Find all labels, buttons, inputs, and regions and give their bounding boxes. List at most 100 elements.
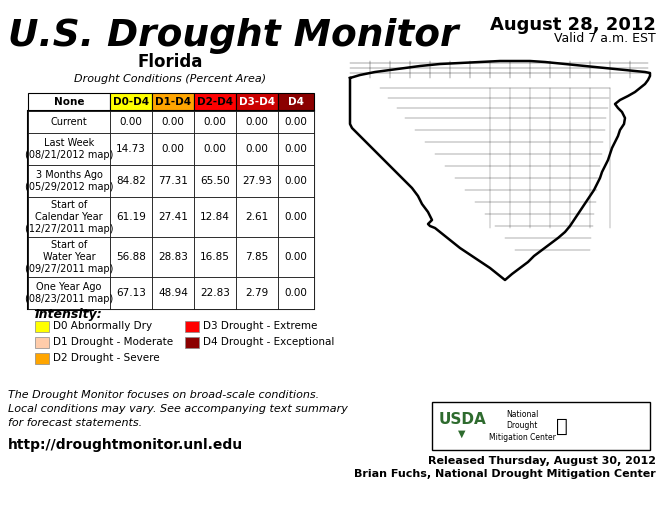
Text: Released Thursday, August 30, 2012: Released Thursday, August 30, 2012 bbox=[428, 456, 656, 466]
FancyBboxPatch shape bbox=[236, 111, 278, 133]
FancyBboxPatch shape bbox=[194, 277, 236, 309]
Text: One Year Ago
(08/23/2011 map): One Year Ago (08/23/2011 map) bbox=[25, 282, 113, 304]
FancyBboxPatch shape bbox=[35, 321, 49, 332]
Text: D2-D4: D2-D4 bbox=[197, 97, 233, 107]
Text: 2.61: 2.61 bbox=[246, 212, 269, 222]
Text: 0.00: 0.00 bbox=[204, 144, 226, 154]
FancyBboxPatch shape bbox=[194, 111, 236, 133]
FancyBboxPatch shape bbox=[278, 237, 314, 277]
Text: Drought Conditions (Percent Area): Drought Conditions (Percent Area) bbox=[74, 74, 266, 84]
FancyBboxPatch shape bbox=[152, 277, 194, 309]
FancyBboxPatch shape bbox=[194, 93, 236, 111]
Text: Start of
Water Year
(09/27/2011 map): Start of Water Year (09/27/2011 map) bbox=[25, 240, 113, 274]
FancyBboxPatch shape bbox=[28, 93, 110, 111]
FancyBboxPatch shape bbox=[194, 197, 236, 237]
Text: 77.31: 77.31 bbox=[158, 176, 188, 186]
Text: 48.94: 48.94 bbox=[158, 288, 188, 298]
Text: D4 Drought - Exceptional: D4 Drought - Exceptional bbox=[203, 337, 335, 347]
Text: ▼: ▼ bbox=[458, 429, 465, 439]
Text: 16.85: 16.85 bbox=[200, 252, 230, 262]
Text: 0.00: 0.00 bbox=[161, 117, 185, 127]
FancyBboxPatch shape bbox=[110, 165, 152, 197]
Text: D0-D4: D0-D4 bbox=[113, 97, 149, 107]
Text: 2.79: 2.79 bbox=[246, 288, 269, 298]
FancyBboxPatch shape bbox=[236, 165, 278, 197]
Text: http://droughtmonitor.unl.edu: http://droughtmonitor.unl.edu bbox=[8, 438, 243, 452]
FancyBboxPatch shape bbox=[28, 237, 110, 277]
FancyBboxPatch shape bbox=[278, 133, 314, 165]
Text: Intensity:: Intensity: bbox=[35, 308, 103, 321]
Text: D3-D4: D3-D4 bbox=[239, 97, 275, 107]
FancyBboxPatch shape bbox=[236, 277, 278, 309]
FancyBboxPatch shape bbox=[152, 165, 194, 197]
Text: 27.41: 27.41 bbox=[158, 212, 188, 222]
Text: D0 Abnormally Dry: D0 Abnormally Dry bbox=[53, 321, 152, 331]
FancyBboxPatch shape bbox=[194, 165, 236, 197]
FancyBboxPatch shape bbox=[236, 237, 278, 277]
FancyBboxPatch shape bbox=[278, 197, 314, 237]
FancyBboxPatch shape bbox=[432, 402, 650, 450]
FancyBboxPatch shape bbox=[278, 277, 314, 309]
Text: 0.00: 0.00 bbox=[246, 144, 268, 154]
FancyBboxPatch shape bbox=[278, 111, 314, 133]
Text: The Drought Monitor focuses on broad-scale conditions.
Local conditions may vary: The Drought Monitor focuses on broad-sca… bbox=[8, 390, 348, 428]
FancyBboxPatch shape bbox=[152, 133, 194, 165]
FancyBboxPatch shape bbox=[110, 277, 152, 309]
FancyBboxPatch shape bbox=[35, 353, 49, 364]
Text: 0.00: 0.00 bbox=[285, 288, 307, 298]
FancyBboxPatch shape bbox=[28, 165, 110, 197]
Text: D2 Drought - Severe: D2 Drought - Severe bbox=[53, 353, 159, 363]
Text: D1 Drought - Moderate: D1 Drought - Moderate bbox=[53, 337, 173, 347]
Text: Last Week
(08/21/2012 map): Last Week (08/21/2012 map) bbox=[25, 138, 113, 160]
Text: 0.00: 0.00 bbox=[285, 144, 307, 154]
Text: D3 Drought - Extreme: D3 Drought - Extreme bbox=[203, 321, 317, 331]
Text: 0.00: 0.00 bbox=[285, 117, 307, 127]
Text: 3 Months Ago
(05/29/2012 map): 3 Months Ago (05/29/2012 map) bbox=[25, 170, 114, 192]
FancyBboxPatch shape bbox=[28, 133, 110, 165]
Text: 0.00: 0.00 bbox=[246, 117, 268, 127]
FancyBboxPatch shape bbox=[28, 111, 110, 133]
Text: 0.00: 0.00 bbox=[161, 144, 185, 154]
Text: August 28, 2012: August 28, 2012 bbox=[490, 16, 656, 34]
Text: 0.00: 0.00 bbox=[285, 176, 307, 186]
Text: 67.13: 67.13 bbox=[116, 288, 146, 298]
Text: 28.83: 28.83 bbox=[158, 252, 188, 262]
FancyBboxPatch shape bbox=[110, 133, 152, 165]
Text: Start of
Calendar Year
(12/27/2011 map): Start of Calendar Year (12/27/2011 map) bbox=[25, 200, 114, 234]
Text: D1-D4: D1-D4 bbox=[155, 97, 191, 107]
Text: USDA: USDA bbox=[438, 412, 486, 428]
FancyBboxPatch shape bbox=[278, 93, 314, 111]
FancyBboxPatch shape bbox=[110, 197, 152, 237]
FancyBboxPatch shape bbox=[28, 277, 110, 309]
Text: 🌲: 🌲 bbox=[556, 417, 568, 435]
Text: 0.00: 0.00 bbox=[285, 212, 307, 222]
Text: National
Drought
Mitigation Center: National Drought Mitigation Center bbox=[489, 410, 556, 441]
FancyBboxPatch shape bbox=[236, 93, 278, 111]
Text: 0.00: 0.00 bbox=[204, 117, 226, 127]
Text: 12.84: 12.84 bbox=[200, 212, 230, 222]
Text: Valid 7 a.m. EST: Valid 7 a.m. EST bbox=[554, 32, 656, 45]
FancyBboxPatch shape bbox=[28, 197, 110, 237]
Text: 61.19: 61.19 bbox=[116, 212, 146, 222]
FancyBboxPatch shape bbox=[110, 93, 152, 111]
Text: 65.50: 65.50 bbox=[200, 176, 230, 186]
Text: 0.00: 0.00 bbox=[120, 117, 143, 127]
FancyBboxPatch shape bbox=[194, 237, 236, 277]
Text: 0.00: 0.00 bbox=[285, 252, 307, 262]
FancyBboxPatch shape bbox=[152, 237, 194, 277]
Text: 27.93: 27.93 bbox=[242, 176, 272, 186]
FancyBboxPatch shape bbox=[152, 197, 194, 237]
FancyBboxPatch shape bbox=[278, 165, 314, 197]
Text: Current: Current bbox=[50, 117, 88, 127]
FancyBboxPatch shape bbox=[110, 111, 152, 133]
Text: 14.73: 14.73 bbox=[116, 144, 146, 154]
Text: 7.85: 7.85 bbox=[246, 252, 269, 262]
FancyBboxPatch shape bbox=[236, 197, 278, 237]
Text: Brian Fuchs, National Drought Mitigation Center: Brian Fuchs, National Drought Mitigation… bbox=[355, 469, 656, 479]
FancyBboxPatch shape bbox=[152, 93, 194, 111]
FancyBboxPatch shape bbox=[194, 133, 236, 165]
Text: 84.82: 84.82 bbox=[116, 176, 146, 186]
Text: Florida: Florida bbox=[137, 53, 203, 71]
FancyBboxPatch shape bbox=[152, 111, 194, 133]
FancyBboxPatch shape bbox=[236, 133, 278, 165]
